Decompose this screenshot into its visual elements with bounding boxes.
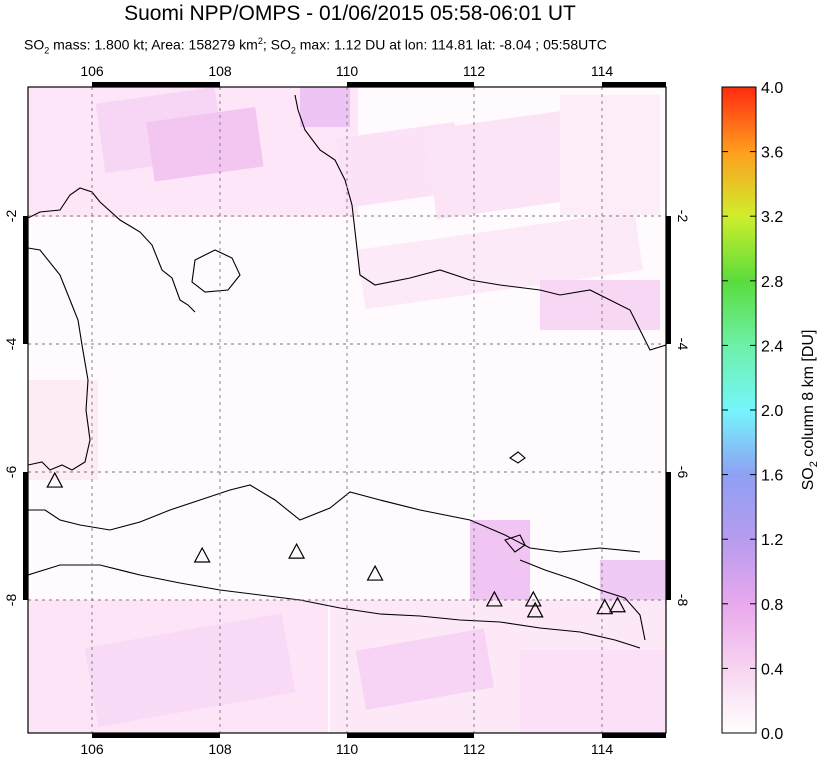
volcano-marker	[526, 601, 544, 618]
colorbar-tick-label: 3.6	[761, 145, 783, 162]
lon-tick-bottom: 112	[463, 741, 486, 757]
lon-tick-bottom: 110	[336, 741, 359, 757]
lon-tick-bottom: 106	[80, 741, 104, 757]
colorbar-label: SO2 column 8 km [DU]	[800, 330, 820, 491]
colorbar-tick-label: 1.2	[761, 532, 783, 549]
map-subtitle: SO2 mass: 1.800 kt; Area: 158279 km2; SO…	[24, 36, 607, 56]
lon-tick-top: 114	[591, 63, 614, 79]
lat-tick-left: -8	[3, 594, 19, 607]
colorbar-tick-label: 2.8	[761, 274, 783, 291]
volcano-marker	[596, 598, 614, 615]
lat-tick-right: -8	[675, 594, 691, 607]
volcano-markers	[46, 471, 627, 618]
lat-tick-left: -2	[3, 210, 19, 223]
map-title: Suomi NPP/OMPS - 01/06/2015 05:58-06:01 …	[124, 2, 576, 25]
lon-tick-bottom: 114	[591, 741, 614, 757]
map-frame	[23, 82, 671, 738]
lon-tick-top: 110	[336, 63, 359, 79]
colorbar: 0.0 0.4 0.8 1.2 1.6 2.0 2.4 2.8 3.2 3.6 4.0 SO2 co…	[721, 80, 820, 743]
coastlines	[28, 94, 666, 649]
colorbar-tick-label: 0.4	[761, 661, 783, 678]
lon-tick-top: 108	[208, 63, 232, 79]
colorbar-tick-label: 3.2	[761, 209, 783, 226]
lat-tick-right: -4	[675, 338, 691, 351]
volcano-marker	[46, 471, 64, 488]
volcano-marker	[485, 590, 503, 607]
lon-labels: 106 108 110 112 114 106 108 110 112 114	[80, 63, 613, 757]
colorbar-ticks: 0.0 0.4 0.8 1.2 1.6 2.0 2.4 2.8 3.2 3.6 4.0	[722, 80, 783, 743]
colorbar-tick-label: 1.6	[761, 468, 783, 485]
lon-tick-top: 106	[80, 63, 104, 79]
colorbar-tick-label: 2.4	[761, 338, 783, 355]
lat-tick-left: -4	[3, 338, 19, 351]
lon-tick-bottom: 108	[208, 741, 232, 757]
volcano-marker	[288, 542, 306, 559]
graticule	[28, 87, 666, 733]
lon-tick-top: 112	[463, 63, 486, 79]
lat-tick-right: -6	[675, 466, 691, 479]
colorbar-tick-label: 0.8	[761, 597, 783, 614]
volcano-marker	[193, 546, 211, 563]
volcano-marker	[609, 596, 627, 613]
colorbar-tick-label: 4.0	[761, 80, 783, 97]
lat-tick-right: -2	[675, 210, 691, 223]
colorbar-tick-label: 2.0	[761, 403, 783, 420]
colorbar-tick-label: 0.0	[761, 726, 783, 743]
lat-tick-left: -6	[3, 466, 19, 479]
volcano-marker	[366, 564, 384, 581]
lat-labels: -2 -4 -6 -8 -2 -4 -6 -8	[3, 210, 691, 607]
